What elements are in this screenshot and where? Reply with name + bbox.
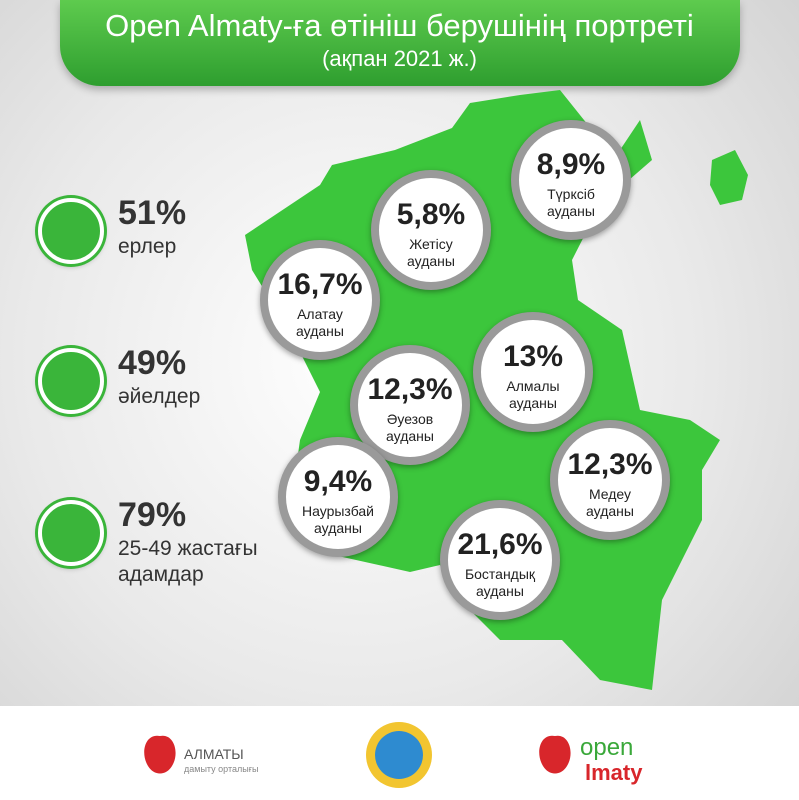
district-name: Наурызбай	[302, 503, 374, 519]
district-value: 13%	[502, 340, 564, 373]
district-name: Медеу	[588, 486, 632, 502]
district-value: 12,3%	[567, 448, 653, 481]
right-logo-bottom: lmaty	[585, 760, 643, 785]
district-name: Жетісу	[409, 236, 453, 252]
district-suffix: ауданы	[296, 323, 344, 339]
district-suffix: ауданы	[386, 428, 434, 444]
subtitle: (ақпан 2021 ж.)	[322, 46, 477, 71]
district-suffix: ауданы	[547, 203, 595, 219]
stat-label: 25-49 жастағы адамдар	[118, 537, 258, 586]
stat-icon	[38, 500, 104, 566]
banner	[60, 0, 740, 86]
district-bubble: 5,8% Жетісу ауданы	[371, 170, 491, 290]
emblem	[366, 722, 432, 788]
district-suffix: ауданы	[476, 583, 524, 599]
stat-value: 51%	[118, 194, 187, 232]
district-value: 12,3%	[367, 373, 453, 406]
footer: АЛМАТЫ дамыту орталығы open lmaty	[0, 706, 799, 800]
district-value: 16,7%	[277, 268, 363, 301]
district-name: Әуезов	[386, 411, 434, 427]
district-bubble: 9,4% Наурызбай ауданы	[278, 437, 398, 557]
stat-value: 79%	[118, 496, 187, 534]
left-logo-icon	[144, 735, 176, 774]
district-bubble: 21,6% Бостандық ауданы	[440, 500, 560, 620]
district-value: 8,9%	[536, 148, 606, 181]
right-logo-top: open	[580, 734, 634, 761]
district-bubble: 12,3% Медеу ауданы	[550, 420, 670, 540]
district-bubble: 16,7% Алатау ауданы	[260, 240, 380, 360]
district-name: Алмалы	[506, 378, 560, 394]
district-bubble: 13% Алмалы ауданы	[473, 312, 593, 432]
district-name: Алатау	[297, 306, 343, 322]
district-name: Бостандық	[464, 566, 536, 582]
left-logo-sub: дамыту орталығы	[184, 764, 259, 774]
district-value: 5,8%	[396, 198, 466, 231]
stat-value: 49%	[118, 344, 187, 382]
district-suffix: ауданы	[407, 253, 455, 269]
right-logo-icon	[539, 735, 571, 774]
stat-label: ерлер	[118, 235, 177, 258]
left-logo-text: АЛМАТЫ	[184, 746, 244, 762]
map-island	[710, 150, 748, 205]
district-suffix: ауданы	[314, 520, 362, 536]
stat-icon	[38, 198, 104, 264]
title: Open Almaty-ға өтініш берушінің портреті	[105, 8, 694, 43]
district-bubble: 8,9% Түрксіб ауданы	[511, 120, 631, 240]
district-suffix: ауданы	[509, 395, 557, 411]
district-value: 21,6%	[457, 528, 543, 561]
stat-label: әйелдер	[118, 385, 201, 408]
stat-icon	[38, 348, 104, 414]
district-name: Түрксіб	[547, 186, 595, 202]
district-suffix: ауданы	[586, 503, 634, 519]
district-bubble: 12,3% Әуезов ауданы	[350, 345, 470, 465]
district-value: 9,4%	[303, 465, 373, 498]
